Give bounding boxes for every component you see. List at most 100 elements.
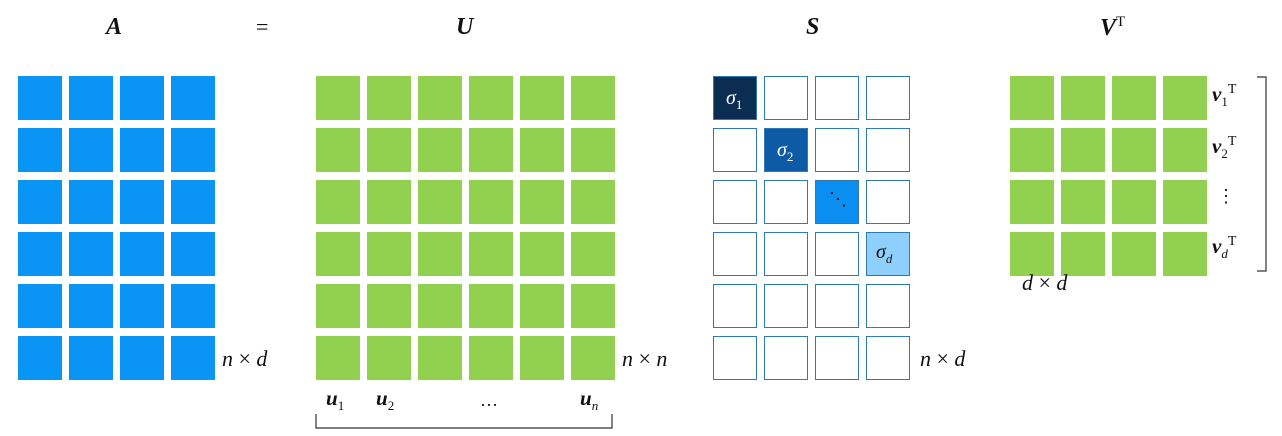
v-row-1-label: v1T <box>1212 82 1236 110</box>
un-base: u <box>580 386 592 410</box>
matrix-s-cell <box>866 180 910 224</box>
matrix-vt-dimensions: d × d <box>1022 270 1067 296</box>
matrix-vt-cell <box>1112 180 1156 224</box>
matrix-s-dim-right: d <box>954 346 966 371</box>
matrix-s-cell <box>713 232 757 276</box>
u-column-n-label: un <box>580 386 598 414</box>
matrix-s-cell <box>764 336 808 380</box>
matrix-a-cell <box>18 180 62 224</box>
matrix-u-cell <box>520 128 564 172</box>
matrix-a-title: A <box>106 14 123 40</box>
matrix-a-cell <box>69 336 113 380</box>
u2-sub: 2 <box>387 398 395 414</box>
matrix-u-dimensions: n × n <box>622 346 667 372</box>
matrix-u-cell <box>520 284 564 328</box>
matrix-vt-cell <box>1061 76 1105 120</box>
v-row-d-label: vdT <box>1212 234 1236 262</box>
matrix-u-cell <box>367 76 411 120</box>
sigma-1-label: σ1 <box>726 87 742 113</box>
matrix-a-cell <box>18 336 62 380</box>
matrix-s-cell <box>764 76 808 120</box>
u-column-ellipsis: … <box>480 390 498 410</box>
matrix-u-cell <box>571 76 615 120</box>
matrix-vt-cell <box>1010 76 1054 120</box>
matrix-a-cell <box>69 232 113 276</box>
matrix-vt-cell <box>1163 128 1207 172</box>
matrix-a-cell <box>120 76 164 120</box>
matrix-s-cell <box>815 128 859 172</box>
matrix-a-dim-right: d <box>256 346 268 371</box>
matrix-u-dim-right: n <box>656 346 668 371</box>
sigma-d-label: σd <box>876 241 892 267</box>
matrix-s-cell <box>815 336 859 380</box>
matrix-vt-cell <box>1112 128 1156 172</box>
matrix-s-cell <box>764 232 808 276</box>
v-rows-bracket <box>1257 76 1267 272</box>
matrix-a-cell <box>171 284 215 328</box>
matrix-u-cell <box>469 76 513 120</box>
matrix-a-cell <box>18 284 62 328</box>
matrix-u-cell <box>520 336 564 380</box>
matrix-vt-title: VT <box>1100 14 1125 42</box>
matrix-a-cell <box>171 232 215 276</box>
matrix-s-cell <box>866 336 910 380</box>
matrix-a-cell <box>69 180 113 224</box>
matrix-u-cell <box>418 232 462 276</box>
matrix-a-cell <box>69 128 113 172</box>
matrix-u-cell <box>520 232 564 276</box>
matrix-vt-cell <box>1112 76 1156 120</box>
matrix-s-dim-op: × <box>936 346 949 371</box>
matrix-vt-dim-left: d <box>1022 270 1033 295</box>
matrix-u-cell <box>316 284 360 328</box>
sigma-1-sub: 1 <box>735 97 743 112</box>
matrix-u-cell <box>469 128 513 172</box>
matrix-u-cell <box>571 336 615 380</box>
matrix-u-cell <box>571 180 615 224</box>
matrix-s-cell <box>815 232 859 276</box>
matrix-a-dim-op: × <box>238 346 251 371</box>
matrix-u-cell <box>367 284 411 328</box>
sigma-2-base: σ <box>777 139 787 161</box>
matrix-u-cell <box>469 336 513 380</box>
sigma-1-base: σ <box>726 87 736 109</box>
v1-sub: 1 <box>1221 94 1228 110</box>
matrix-u-cell <box>571 232 615 276</box>
vd-sub: d <box>1221 246 1228 262</box>
v2-sup: T <box>1227 134 1237 149</box>
matrix-a-cell <box>120 128 164 172</box>
matrix-a-cell <box>171 180 215 224</box>
matrix-a-cell <box>171 336 215 380</box>
matrix-u-cell <box>469 180 513 224</box>
matrix-a-cell <box>171 128 215 172</box>
matrix-vt-cell <box>1010 128 1054 172</box>
matrix-vt-base: V <box>1100 15 1117 41</box>
matrix-u-cell <box>316 336 360 380</box>
matrix-s-cell <box>815 180 859 224</box>
sigma-2-sub: 2 <box>786 149 794 164</box>
matrix-s-cell <box>866 284 910 328</box>
matrix-a-cell <box>18 76 62 120</box>
matrix-vt-cell <box>1112 232 1156 276</box>
matrix-u-cell <box>367 128 411 172</box>
matrix-s-dim-left: n <box>920 346 931 371</box>
matrix-u-cell <box>418 284 462 328</box>
vd-sup: T <box>1227 234 1237 249</box>
matrix-u-dim-op: × <box>638 346 651 371</box>
matrix-a-cell <box>18 128 62 172</box>
matrix-vt-cell <box>1010 232 1054 276</box>
matrix-u-cell <box>316 180 360 224</box>
u1-sub: 1 <box>337 398 345 414</box>
matrix-s-dimensions: n × d <box>920 346 965 372</box>
matrix-u-cell <box>316 76 360 120</box>
matrix-vt-dim-op: × <box>1038 270 1051 295</box>
matrix-vt-cell <box>1163 232 1207 276</box>
matrix-u-cell <box>571 128 615 172</box>
matrix-a-cell <box>69 76 113 120</box>
matrix-s-cell <box>713 76 757 120</box>
matrix-u-cell <box>316 128 360 172</box>
matrix-u-cell <box>367 336 411 380</box>
matrix-s-cell <box>764 180 808 224</box>
matrix-vt-cell <box>1061 128 1105 172</box>
v2-base: v <box>1212 134 1222 158</box>
v-row-2-label: v2T <box>1212 134 1236 162</box>
